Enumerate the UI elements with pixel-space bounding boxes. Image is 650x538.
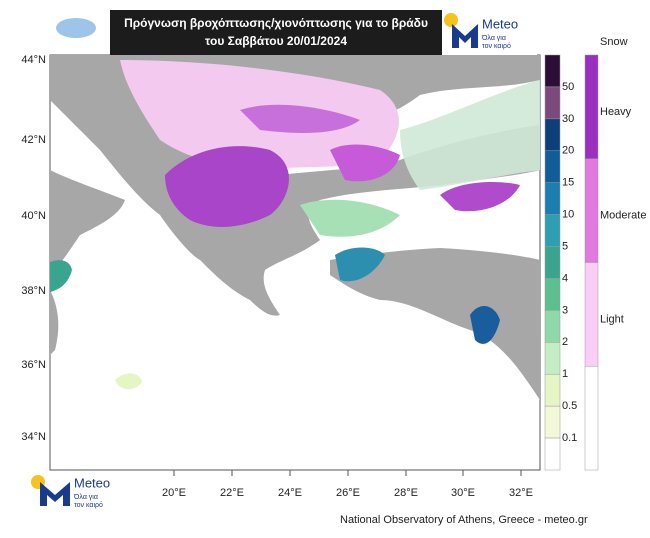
- colorbar-label: 15: [562, 177, 574, 189]
- logo-tagline: Όλα για: [481, 35, 506, 42]
- longitude-label: 32°E: [509, 487, 533, 499]
- logo-name: Meteo: [482, 16, 518, 31]
- colorbar-segment: [544, 373, 561, 407]
- colorbar-segment: [544, 150, 561, 183]
- latitude-label: 38°N: [21, 285, 46, 297]
- snow-area: [330, 144, 400, 182]
- colorbar-label: 4: [562, 272, 568, 284]
- logo-tagline: Όλα για: [73, 494, 98, 501]
- longitude-labels: 20°E 22°E 24°E 26°E 28°E 30°E 32°E: [162, 470, 533, 499]
- logo-name: Meteo: [74, 475, 110, 490]
- cloud-icon: [56, 18, 96, 38]
- colorbar-segment: [544, 118, 561, 152]
- longitude-label: 20°E: [162, 487, 186, 499]
- logo-tagline: τον καιρό: [74, 501, 103, 509]
- header-title-line: του Σαββάτου 20/01/2024: [205, 34, 347, 48]
- colorbar-label: 50: [562, 81, 574, 93]
- latitude-label: 34°N: [21, 431, 46, 443]
- rain-area: [470, 305, 500, 344]
- rain-area: [50, 260, 72, 292]
- latitude-label: 44°N: [21, 54, 46, 66]
- land: [330, 248, 540, 400]
- rain-area: [335, 247, 385, 282]
- rain-area: [300, 199, 400, 237]
- snow-legend-label: Heavy: [600, 106, 632, 118]
- logo-tagline: τον καιρό: [482, 42, 511, 50]
- logo-sun: [444, 13, 458, 27]
- colorbar-segment: [584, 366, 599, 471]
- colorbar-segment: [544, 405, 561, 439]
- colorbar-segment: [544, 437, 561, 471]
- colorbar-segment: [584, 54, 599, 159]
- rain-legend: 50 30 20 15 10 5 4 3 2 1 0.5 0.1: [544, 54, 577, 471]
- snow-legend: Snow Heavy Moderate Light: [584, 36, 646, 471]
- colorbar-label: 1: [562, 368, 568, 380]
- colorbar-label: 10: [562, 209, 574, 221]
- colorbar-segment: [544, 214, 561, 247]
- land: [50, 290, 59, 355]
- rain-area: [115, 373, 142, 390]
- colorbar-label: 20: [562, 145, 574, 157]
- colorbar-label: 0.1: [562, 432, 577, 444]
- latitude-label: 40°N: [21, 210, 46, 222]
- longitude-label: 22°E: [220, 487, 244, 499]
- longitude-label: 28°E: [394, 487, 418, 499]
- colorbar-label: 5: [562, 240, 568, 252]
- colorbar-label: 2: [562, 336, 568, 348]
- latitude-label: 42°N: [21, 134, 46, 146]
- snow-area: [240, 104, 360, 133]
- snow-area: [440, 182, 520, 212]
- colorbar-segment: [584, 158, 599, 263]
- snow-legend-label: Moderate: [600, 210, 646, 222]
- map: [49, 54, 541, 471]
- colorbar-segment: [544, 182, 561, 215]
- header-box: [110, 10, 442, 55]
- land: [50, 170, 125, 275]
- colorbar-segment: [544, 342, 561, 375]
- footer-credit: National Observatory of Athens, Greece -…: [340, 514, 588, 526]
- rain-area: [400, 80, 540, 190]
- colorbar-segment: [544, 86, 561, 120]
- longitude-label: 24°E: [278, 487, 302, 499]
- colorbar-segment: [544, 54, 561, 88]
- colorbar-label: 3: [562, 304, 568, 316]
- colorbar-segment: [544, 246, 561, 279]
- latitude-label: 36°N: [21, 359, 46, 371]
- longitude-label: 30°E: [451, 487, 475, 499]
- colorbar-segment: [544, 310, 561, 343]
- colorbar-label: 30: [562, 113, 574, 125]
- latitude-labels: 44°N 42°N 40°N 38°N 36°N 34°N: [21, 54, 46, 443]
- colorbar-segment: [544, 278, 561, 311]
- colorbar-label: 0.5: [562, 400, 577, 412]
- colorbar-segment: [584, 262, 599, 367]
- snow-area: [165, 146, 289, 227]
- snow-legend-title: Snow: [600, 36, 628, 48]
- longitude-label: 26°E: [336, 487, 360, 499]
- logo-mark: [452, 24, 478, 48]
- header-title-line: Πρόγνωση βροχόπτωσης/χιονόπτωσης για το …: [124, 16, 428, 30]
- snow-legend-label: Light: [600, 313, 624, 325]
- logo-mark: [40, 482, 70, 506]
